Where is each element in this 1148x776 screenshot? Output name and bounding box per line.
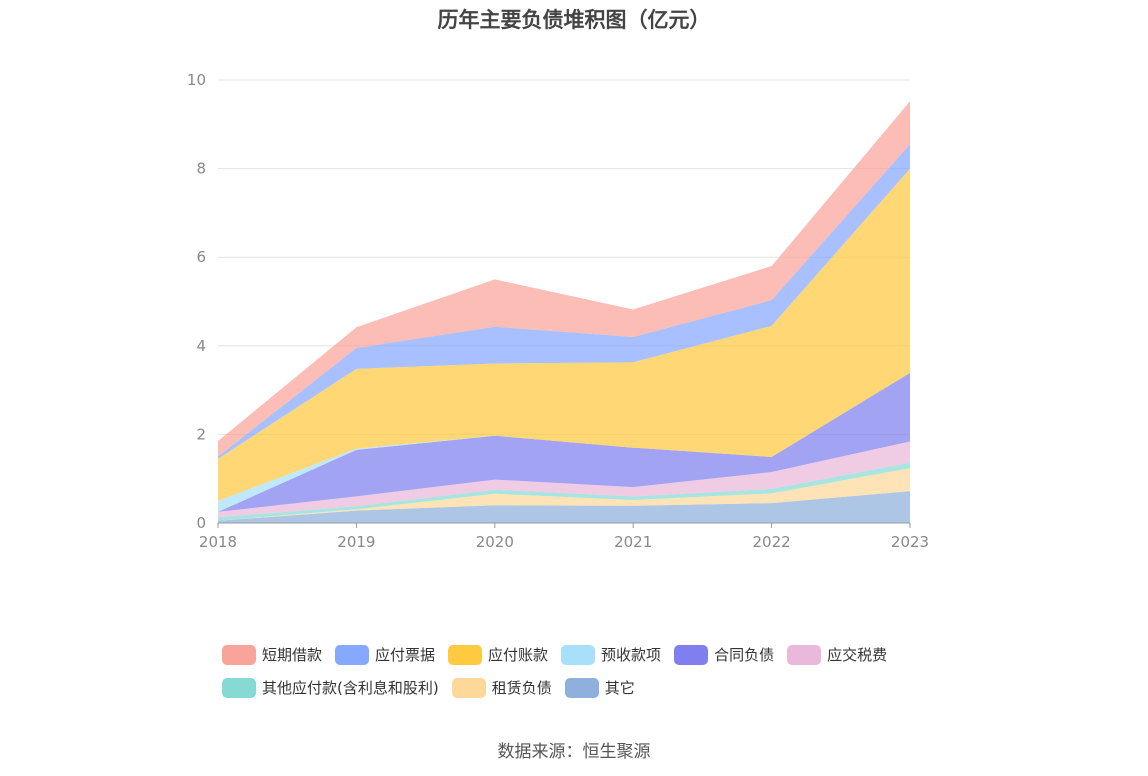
x-tick-label: 2020 [476, 533, 514, 551]
area-series-3[interactable] [218, 441, 910, 518]
legend-item[interactable]: 应付账款 [448, 644, 548, 665]
y-tick-label: 2 [196, 425, 206, 443]
area-series-0[interactable] [218, 491, 910, 523]
area-series-1[interactable] [218, 468, 910, 521]
x-tick-label: 2021 [614, 533, 652, 551]
x-tick-label: 2018 [199, 533, 237, 551]
legend-item[interactable]: 其它 [564, 677, 635, 698]
area-series-4[interactable] [218, 372, 910, 512]
x-tick-label: 2022 [753, 533, 791, 551]
y-tick-label: 6 [196, 248, 206, 266]
legend-item[interactable]: 租赁负债 [451, 677, 552, 698]
legend-swatch [564, 677, 599, 698]
legend-label: 短期借款 [262, 646, 323, 664]
legend-swatch [451, 677, 486, 698]
area-series-6[interactable] [218, 168, 910, 501]
legend-label: 租赁负债 [491, 679, 552, 697]
legend: 短期借款 应付票据 应付账款 预收款项 合同负债 应交税费 其他应付款(含利息和股利) 租赁… [222, 638, 942, 704]
legend-label: 合同负债 [714, 646, 775, 664]
x-tick-label: 2019 [337, 533, 375, 551]
legend-label: 预收款项 [601, 646, 662, 664]
x-tick-label: 2023 [891, 533, 929, 551]
legend-item[interactable]: 短期借款 [222, 644, 322, 665]
legend-swatch [787, 644, 822, 665]
legend-label: 其它 [604, 679, 635, 697]
axes: 0 2 4 6 8 10 2018 2019 2020 2021 2022 2023 [187, 71, 929, 551]
data-source-note: 数据来源：恒生聚源 [497, 742, 651, 762]
legend-item[interactable]: 应交税费 [787, 644, 887, 665]
legend-swatch [674, 644, 709, 665]
legend-swatch [222, 677, 256, 698]
legend-item[interactable]: 合同负债 [674, 644, 774, 665]
legend-label: 其他应付款(含利息和股利) [262, 679, 439, 697]
area-series-7[interactable] [218, 144, 910, 459]
legend-swatch [222, 644, 256, 665]
area-series-8[interactable] [218, 101, 910, 457]
chart-title: 历年主要负债堆积图（亿元） [437, 8, 711, 32]
legend-label: 应交税费 [827, 646, 888, 664]
legend-row-2: 其他应付款(含利息和股利) 租赁负债 其它 [222, 671, 942, 704]
y-tick-label: 8 [196, 160, 206, 178]
legend-swatch [335, 644, 370, 665]
legend-swatch [561, 644, 596, 665]
legend-item[interactable]: 预收款项 [561, 644, 661, 665]
y-tick-label: 4 [196, 337, 206, 355]
legend-row-1: 短期借款 应付票据 应付账款 预收款项 合同负债 应交税费 [222, 638, 942, 671]
legend-item[interactable]: 其他应付款(含利息和股利) [222, 677, 439, 698]
legend-label: 应付账款 [488, 646, 549, 664]
y-tick-label: 0 [196, 514, 206, 532]
legend-item[interactable]: 应付票据 [335, 644, 435, 665]
legend-swatch [448, 644, 483, 665]
legend-label: 应付票据 [375, 646, 436, 664]
y-tick-label: 10 [187, 71, 206, 89]
area-series [218, 101, 910, 523]
area-series-2[interactable] [218, 462, 910, 521]
